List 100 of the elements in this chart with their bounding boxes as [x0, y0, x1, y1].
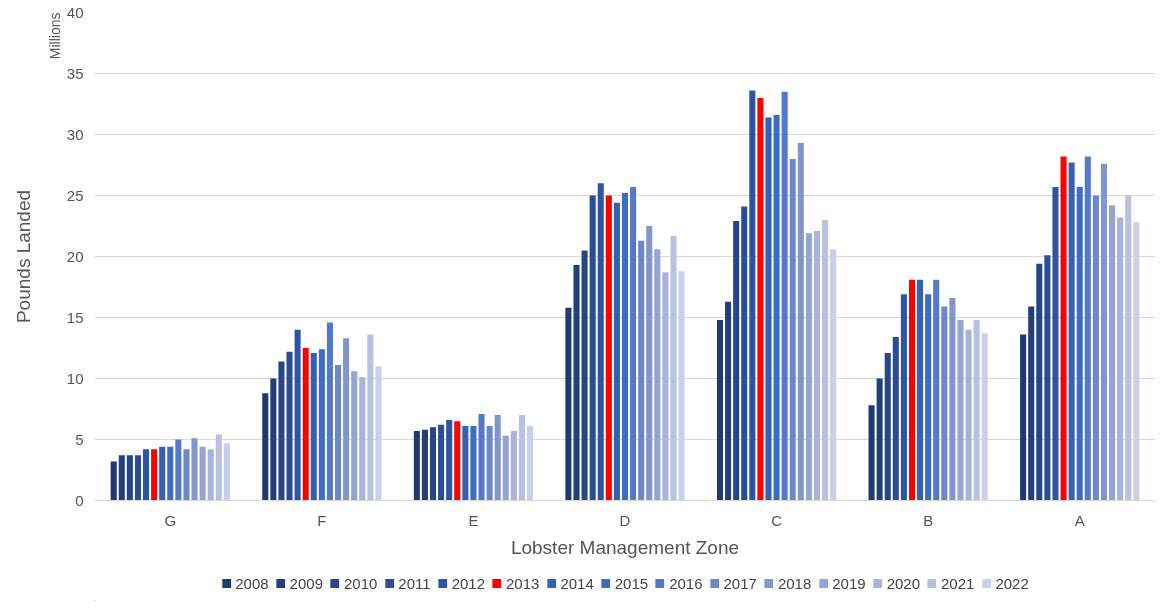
bar [359, 377, 366, 501]
bar [183, 449, 190, 501]
bar [110, 461, 117, 501]
bar [716, 319, 724, 501]
legend-label: 2017 [723, 574, 757, 591]
bar [973, 319, 980, 501]
bar [1044, 255, 1051, 501]
bar [573, 265, 580, 501]
bar [813, 230, 821, 501]
x-tick-label: E [468, 511, 479, 529]
bar [126, 455, 133, 501]
bar [781, 91, 788, 501]
bar [662, 272, 669, 501]
legend-label: 2010 [343, 574, 378, 591]
y-axis-title: Pounds Landed [12, 189, 34, 324]
bar [351, 371, 358, 501]
bar [654, 249, 661, 501]
bar [134, 455, 141, 501]
legend-label: 2021 [941, 574, 975, 591]
bar [949, 297, 956, 501]
bar [876, 378, 883, 501]
legend-label: 2014 [560, 574, 594, 591]
bar [262, 393, 269, 501]
bar [908, 279, 916, 501]
legend-label: 2013 [506, 574, 540, 591]
bar [510, 430, 517, 501]
bar [589, 195, 596, 501]
legend-label: 2008 [235, 574, 269, 591]
bar [334, 365, 342, 501]
bar [733, 221, 740, 501]
legend-label: 2020 [886, 574, 921, 591]
bar [565, 307, 572, 501]
bar [1100, 163, 1107, 501]
y-tick-label: 0 [75, 491, 84, 509]
y-tick-label: 10 [66, 369, 84, 387]
bar [1036, 263, 1043, 501]
bar [191, 438, 198, 501]
bar [830, 249, 837, 501]
legend-label: 2015 [614, 574, 649, 591]
x-tick-label: C [771, 511, 783, 529]
bar [925, 294, 932, 501]
bar [797, 143, 804, 501]
y-tick-label: 5 [75, 430, 84, 448]
bar [429, 427, 437, 501]
bar [310, 352, 317, 501]
x-tick-label: D [619, 511, 631, 529]
y-tick-label: 20 [66, 247, 84, 265]
bar [900, 294, 907, 501]
bar [613, 202, 620, 501]
bar [638, 240, 645, 501]
bar [581, 250, 588, 501]
legend-label: 2009 [289, 574, 323, 591]
bar [1028, 306, 1035, 501]
bar [526, 426, 534, 501]
bar [805, 233, 812, 501]
bar [1068, 162, 1075, 501]
bar [207, 449, 214, 501]
bar [933, 279, 940, 501]
bar [1052, 186, 1059, 501]
bar [413, 430, 420, 501]
bar [670, 235, 677, 501]
bar [367, 334, 374, 501]
bar [343, 338, 350, 501]
bar [630, 186, 637, 501]
bar [597, 183, 604, 501]
bar [868, 405, 875, 501]
bar [1020, 334, 1027, 501]
bar [151, 449, 158, 501]
bar [957, 319, 964, 501]
bar [757, 97, 764, 501]
bar [494, 415, 501, 501]
bar [605, 195, 612, 501]
bar [678, 271, 685, 501]
legend-label: 2022 [995, 574, 1029, 591]
y-tick-label: 25 [66, 186, 84, 204]
bar [917, 279, 924, 501]
legend-label: 2019 [832, 574, 866, 591]
bar [270, 378, 277, 501]
text: Millions [46, 12, 63, 60]
bar [981, 333, 988, 501]
y-tick-label: 40 [66, 3, 84, 21]
bar [1084, 156, 1091, 501]
legend-label: 2011 [398, 574, 431, 591]
bar [286, 351, 293, 501]
y-tick-label: 30 [66, 125, 84, 143]
bar [438, 424, 445, 501]
bar [278, 361, 285, 501]
bar [1117, 217, 1124, 501]
bar [375, 366, 382, 501]
bar [446, 419, 453, 501]
bar [318, 349, 325, 501]
bar [1092, 195, 1099, 501]
bar [725, 301, 732, 501]
y-tick-label: 15 [66, 308, 84, 326]
bar [470, 426, 477, 501]
bar [621, 193, 629, 501]
bar [765, 117, 772, 501]
x-axis-title: Lobster Management Zone [510, 536, 740, 558]
bar [326, 322, 333, 501]
bar [518, 415, 525, 501]
